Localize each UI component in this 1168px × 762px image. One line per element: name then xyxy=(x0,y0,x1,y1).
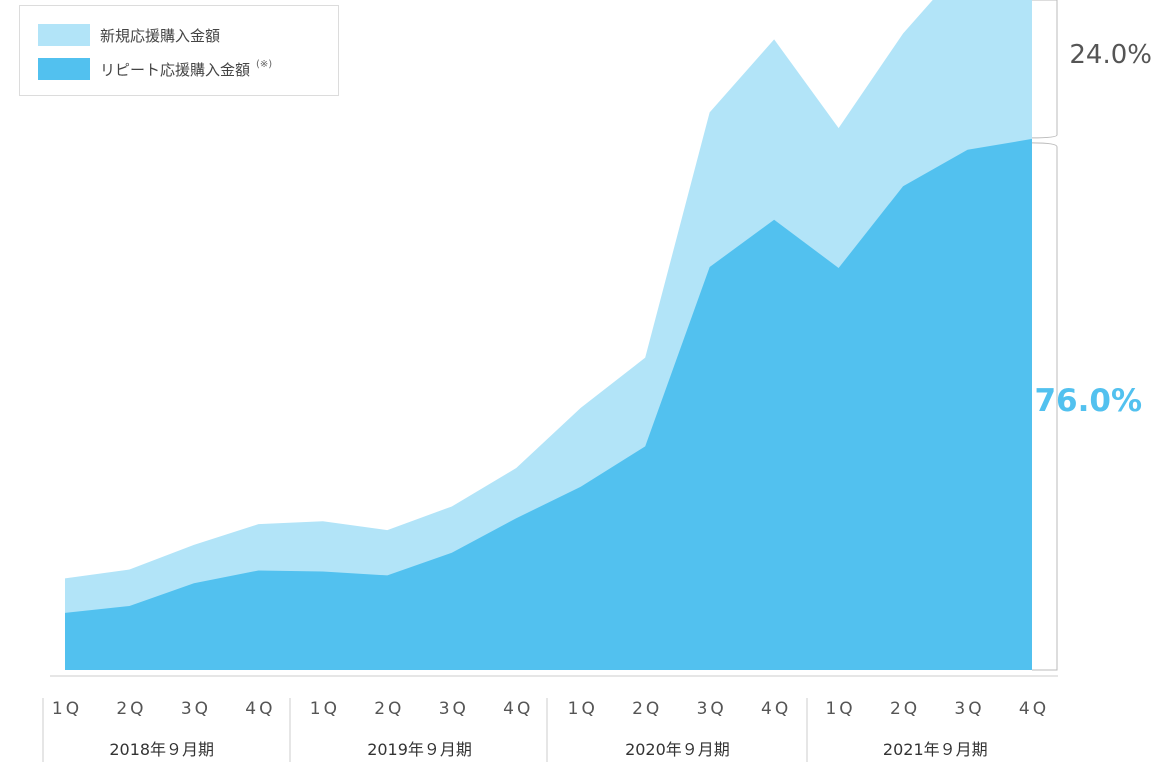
fiscal-year-label: 2021年９月期 xyxy=(883,740,988,759)
x-tick-label: 4Q xyxy=(245,699,275,719)
legend-item-new: 新規応援購入金額 xyxy=(38,22,220,48)
x-tick-label: 4Q xyxy=(1019,699,1049,719)
fiscal-year-label: 2020年９月期 xyxy=(625,740,730,759)
x-tick-label: 3Q xyxy=(181,699,211,719)
legend: 新規応援購入金額 リピート応援購入金額 (※) xyxy=(19,5,339,96)
bracket-repeat-share xyxy=(1031,142,1058,671)
x-tick-label: 4Q xyxy=(503,699,533,719)
x-tick-label: 3Q xyxy=(439,699,469,719)
area-series-repeat xyxy=(65,138,1032,671)
legend-swatch-repeat xyxy=(38,58,90,80)
x-tick-label: 2Q xyxy=(632,699,662,719)
x-tick-label: 1Q xyxy=(825,699,855,719)
x-tick-label: 2Q xyxy=(116,699,146,719)
x-tick-label: 1Q xyxy=(568,699,598,719)
x-tick-label: 1Q xyxy=(310,699,340,719)
x-axis: 1Q 2Q 3Q 4Q 1Q 2Q 3Q 4Q 1Q 2Q 3Q 4Q 1Q 2Q 3Q 4Q 2018年９月期… xyxy=(42,675,1058,762)
x-tick-label: 3Q xyxy=(697,699,727,719)
x-tick-label: 2Q xyxy=(374,699,404,719)
legend-label-new: 新規応援購入金額 xyxy=(100,26,221,45)
fiscal-year-label: 2019年９月期 xyxy=(367,740,472,759)
repeat-share-percentage: 76.0% xyxy=(1034,383,1142,419)
legend-item-repeat: リピート応援購入金額 (※) xyxy=(38,56,272,82)
x-tick-label: 2Q xyxy=(890,699,920,719)
area-layers xyxy=(65,0,1032,671)
legend-label-repeat: リピート応援購入金額 xyxy=(100,60,251,79)
share-brackets xyxy=(1031,0,1058,671)
x-tick-label: 4Q xyxy=(761,699,791,719)
x-tick-label: 3Q xyxy=(954,699,984,719)
legend-swatch-new xyxy=(38,24,90,46)
legend-note: (※) xyxy=(256,58,273,70)
fiscal-year-label: 2018年９月期 xyxy=(109,740,214,759)
bracket-new-share xyxy=(1031,0,1058,139)
new-share-percentage: 24.0% xyxy=(1069,40,1152,70)
x-tick-label: 1Q xyxy=(52,699,82,719)
